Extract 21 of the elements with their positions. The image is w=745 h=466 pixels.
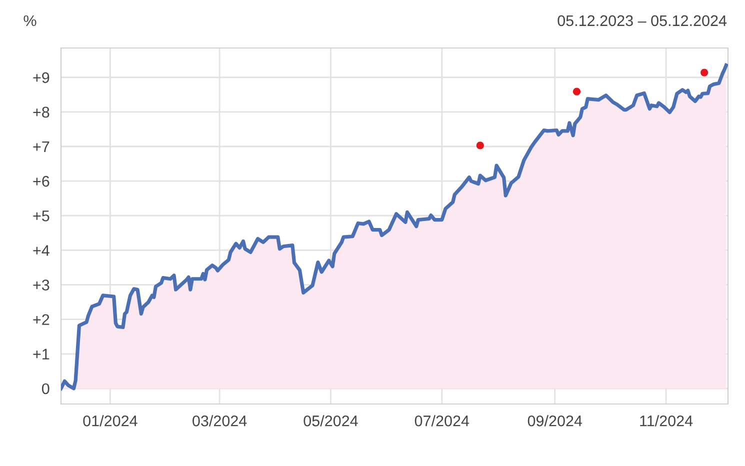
y-tick-label: +1: [33, 348, 50, 360]
y-tick-label: +2: [33, 314, 50, 325]
x-tick-label: 09/2024: [528, 415, 582, 426]
y-tick-label: +4: [33, 245, 50, 256]
y-tick-label: +3: [33, 280, 50, 290]
y-tick-label: 0: [42, 383, 50, 394]
chart-subtitle: 05.12.2023 – 05.12.2024: [558, 15, 727, 26]
y-tick-label: +9: [33, 72, 50, 84]
y-tick-label: +7: [33, 142, 50, 152]
x-tick-label: 07/2024: [414, 415, 470, 426]
point: [476, 142, 484, 150]
x-tick-label: 11/2024: [640, 415, 693, 426]
point: [572, 88, 581, 96]
y-tick-label: +5: [33, 210, 50, 222]
x-tick-label: 03/2024: [192, 415, 247, 426]
y-tick-label: +6: [33, 176, 50, 187]
y-axis-title: %: [24, 15, 36, 26]
point: [700, 68, 708, 76]
x-tick-label: 01/2024: [83, 415, 138, 426]
y-tick-label: +8: [33, 106, 50, 118]
x-tick-label: 05/2024: [304, 415, 358, 426]
